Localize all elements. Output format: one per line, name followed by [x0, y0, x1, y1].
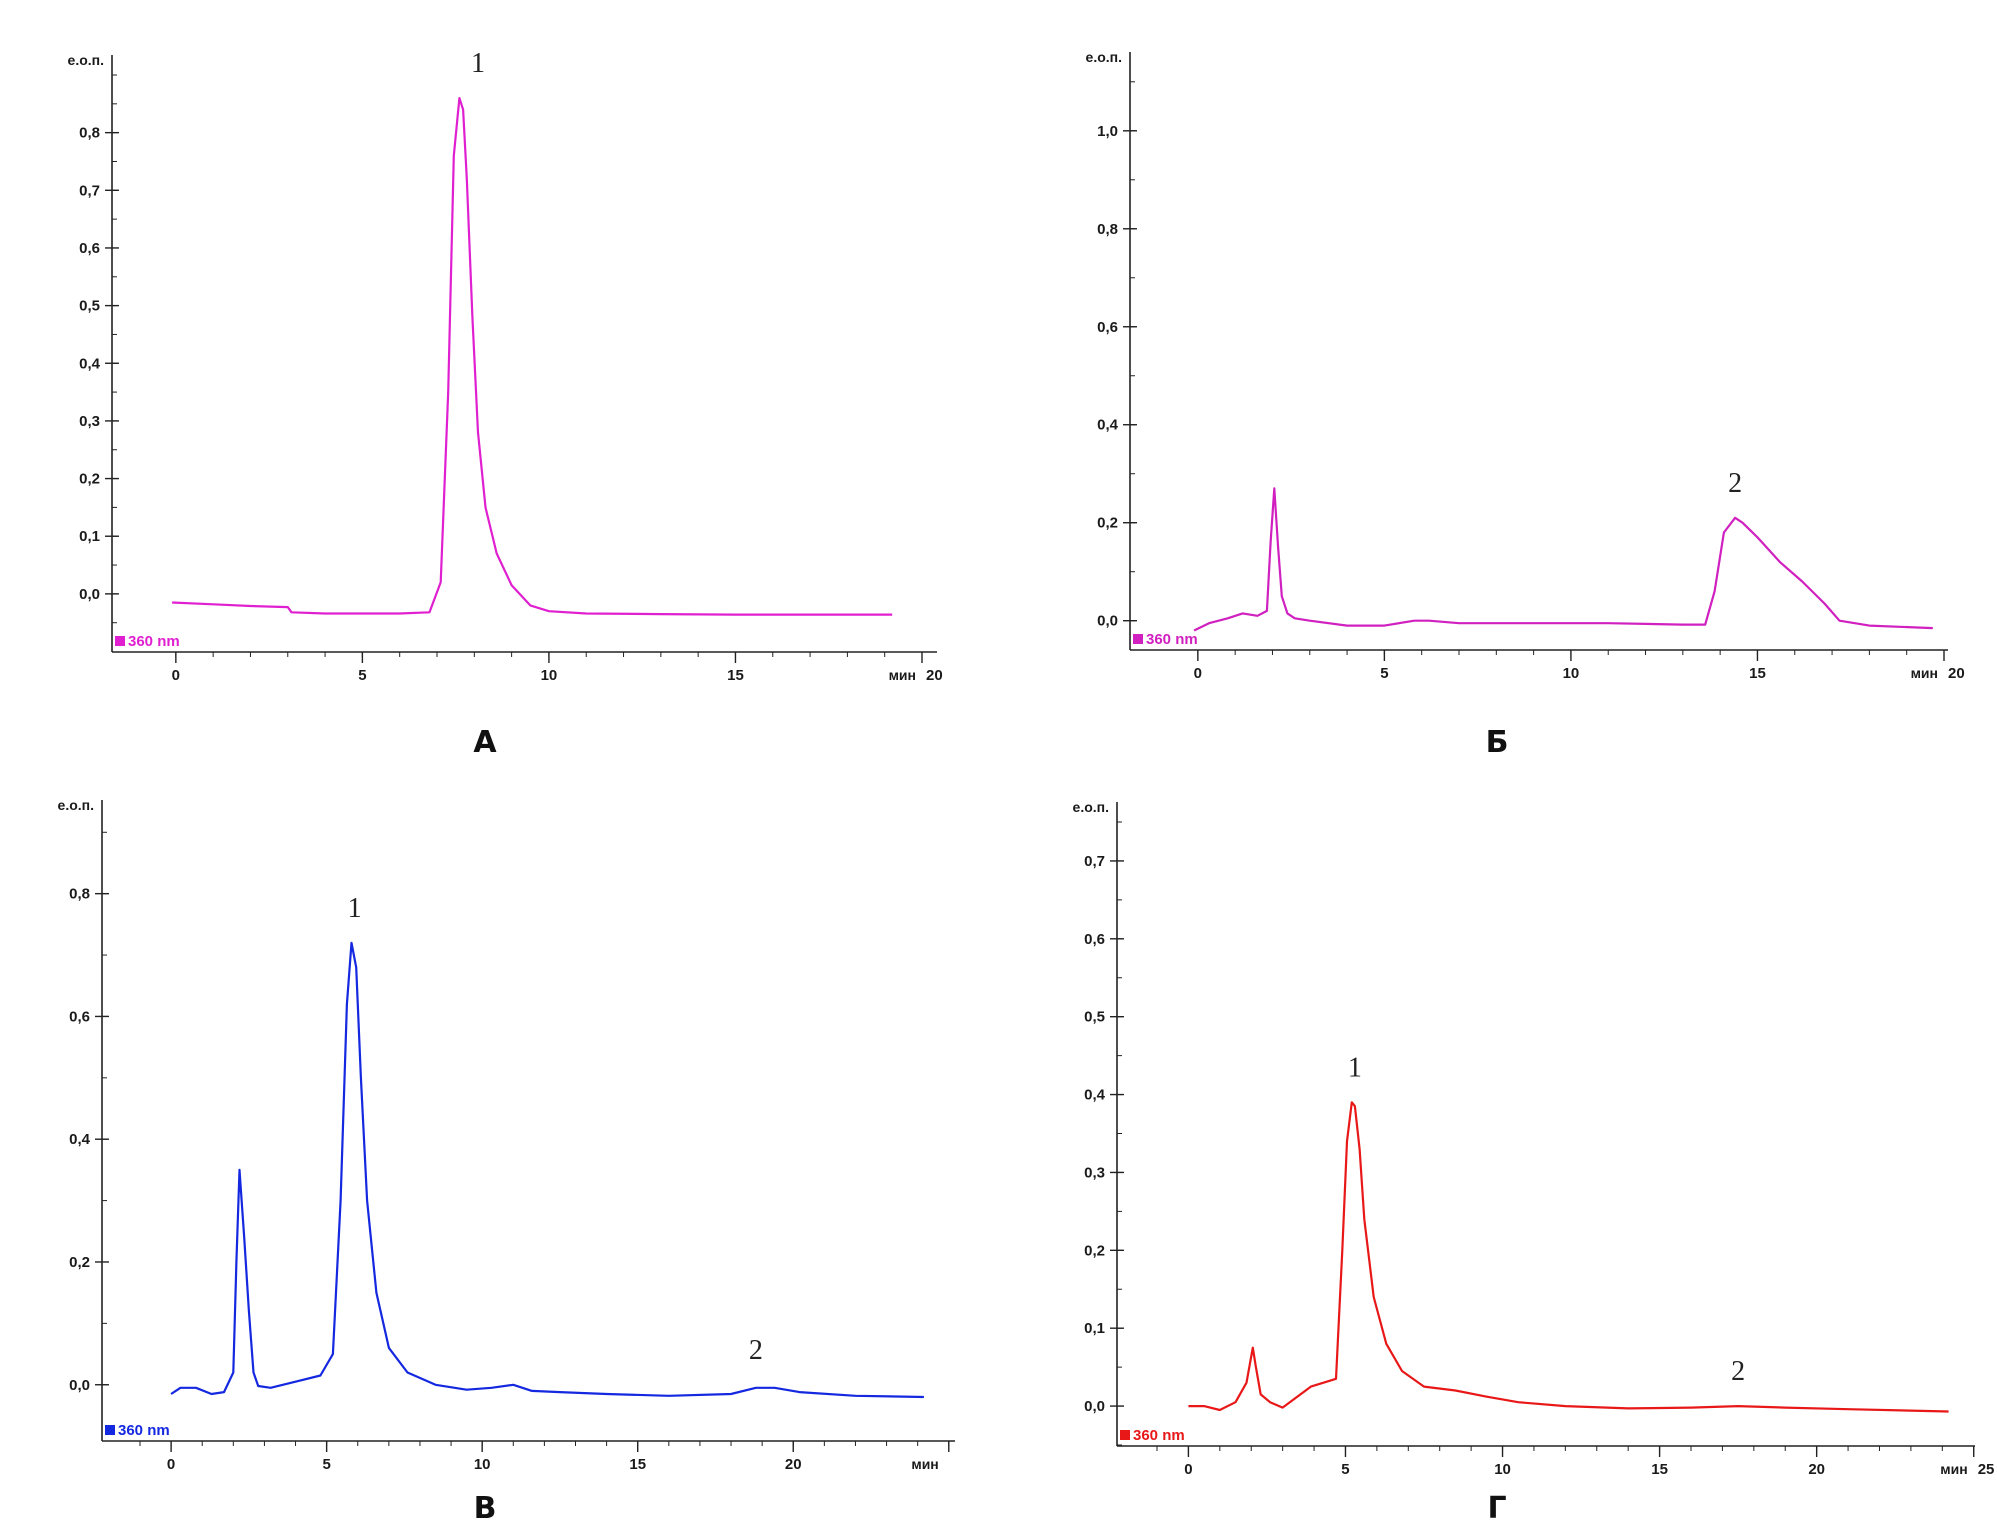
x-tick-label: 0 [172, 667, 180, 684]
x-tick-label: 20 [785, 1456, 802, 1473]
x-tick-label: 15 [1749, 665, 1766, 682]
peak-label: 2 [749, 1335, 763, 1366]
y-tick-label: 0,4 [69, 1131, 91, 1148]
y-tick-label: 0,6 [79, 240, 100, 257]
x-tick-label: 0 [167, 1456, 175, 1473]
y-tick-label: 0,4 [79, 355, 101, 372]
y-tick-label: 0,2 [69, 1254, 90, 1271]
y-tick-label: 0,4 [1084, 1087, 1106, 1104]
y-tick-label: 0,8 [1097, 221, 1118, 238]
y-tick-label: 0,6 [1084, 931, 1105, 948]
chromatogram-panel-1: 0,0 0,1 0,2 0,3 0,4 0,5 0,6 0,7 0,8 0 5 10 15 20 мин е.… [68, 48, 943, 760]
y-tick-label: 0,0 [79, 586, 100, 603]
x-tick-label: 0 [1194, 665, 1202, 682]
legend-swatch [105, 1425, 115, 1435]
panel-label: В [474, 1491, 497, 1526]
panel-label: Г [1487, 1491, 1506, 1526]
y-tick-label: 0,2 [1084, 1242, 1105, 1259]
y-tick-label: 0,0 [1084, 1398, 1105, 1415]
peak-label: 2 [1728, 468, 1742, 499]
y-tick-label: 0,0 [1097, 613, 1118, 630]
x-tick-label: 5 [322, 1456, 330, 1473]
peak-label: 1 [471, 48, 485, 79]
y-axis-label: е.о.п. [58, 797, 94, 813]
y-axis-label: е.о.п. [1086, 49, 1122, 65]
y-tick-label: 0,8 [79, 125, 100, 142]
x-tick-label: 15 [1651, 1461, 1668, 1478]
legend: 360 nm [105, 1422, 170, 1439]
y-tick-label: 0,6 [69, 1008, 90, 1025]
x-tick-label: 15 [629, 1456, 646, 1473]
x-tick-label: 20 [1948, 665, 1965, 682]
legend: 360 nm [1120, 1427, 1185, 1444]
x-tick-label: 15 [727, 667, 744, 684]
y-tick-label: 0,3 [1084, 1164, 1105, 1181]
y-tick-label: 1,0 [1097, 123, 1118, 140]
x-axis-label: мин [889, 667, 916, 683]
x-tick-label: 25 [1978, 1461, 1995, 1478]
x-tick-label: 5 [1380, 665, 1388, 682]
y-tick-label: 0,4 [1097, 417, 1119, 434]
y-axis-label: е.о.п. [1073, 799, 1109, 815]
x-tick-label: 0 [1184, 1461, 1192, 1478]
y-tick-label: 0,3 [79, 413, 100, 430]
x-tick-label: 10 [541, 667, 558, 684]
legend-swatch [115, 636, 125, 646]
x-tick-label: 5 [358, 667, 366, 684]
y-tick-label: 0,7 [79, 182, 100, 199]
y-tick-label: 0,0 [69, 1377, 90, 1394]
y-tick-label: 0,1 [79, 528, 100, 545]
peak-label: 1 [348, 893, 362, 924]
chromatogram-panel-2: 0,0 0,2 0,4 0,6 0,8 1,0 0 5 10 15 20 мин е.о.п. 2 360 … [1086, 49, 1965, 760]
peak-label: 2 [1731, 1356, 1745, 1387]
x-tick-label: 10 [474, 1456, 491, 1473]
x-axis-label: мин [911, 1456, 938, 1472]
x-tick-label: 10 [1494, 1461, 1511, 1478]
x-tick-label: 20 [926, 667, 943, 684]
peak-label: 1 [1348, 1052, 1362, 1083]
y-tick-label: 0,2 [79, 471, 100, 488]
y-axis-label: е.о.п. [68, 52, 104, 68]
legend: 360 nm [1133, 631, 1198, 648]
legend-label: 360 nm [1133, 1427, 1185, 1444]
y-tick-label: 0,5 [79, 298, 100, 315]
y-tick-label: 0,8 [69, 886, 90, 903]
legend-label: 360 nm [118, 1422, 170, 1439]
legend: 360 nm [115, 633, 180, 650]
y-tick-label: 0,1 [1084, 1320, 1105, 1337]
panel-label: А [473, 725, 497, 760]
x-axis-label: мин [1911, 665, 1938, 681]
chromatogram-trace [1193, 487, 1933, 632]
legend-swatch [1120, 1430, 1130, 1440]
panel-label: Б [1486, 725, 1509, 760]
chromatogram-trace [1188, 1101, 1949, 1413]
x-tick-label: 20 [1808, 1461, 1825, 1478]
x-tick-label: 10 [1563, 665, 1580, 682]
legend-label: 360 nm [128, 633, 180, 650]
x-axis-label: мин [1940, 1461, 1967, 1477]
chromatogram-trace [170, 941, 924, 1399]
chromatogram-panel-3: 0,0 0,2 0,4 0,6 0,8 0 5 10 15 20 мин е.о.п. 1 2 360 nm… [58, 797, 955, 1526]
x-tick-label: 5 [1341, 1461, 1349, 1478]
chromatogram-panel-4: 0,0 0,1 0,2 0,3 0,4 0,5 0,6 0,7 0 5 10 15 20 25 мин е.о… [1073, 799, 1995, 1526]
legend-swatch [1133, 634, 1143, 644]
y-tick-label: 0,5 [1084, 1009, 1105, 1026]
y-tick-label: 0,6 [1097, 319, 1118, 336]
y-tick-label: 0,7 [1084, 853, 1105, 870]
chromatogram-trace [172, 97, 893, 616]
legend-label: 360 nm [1146, 631, 1198, 648]
y-tick-label: 0,2 [1097, 515, 1118, 532]
